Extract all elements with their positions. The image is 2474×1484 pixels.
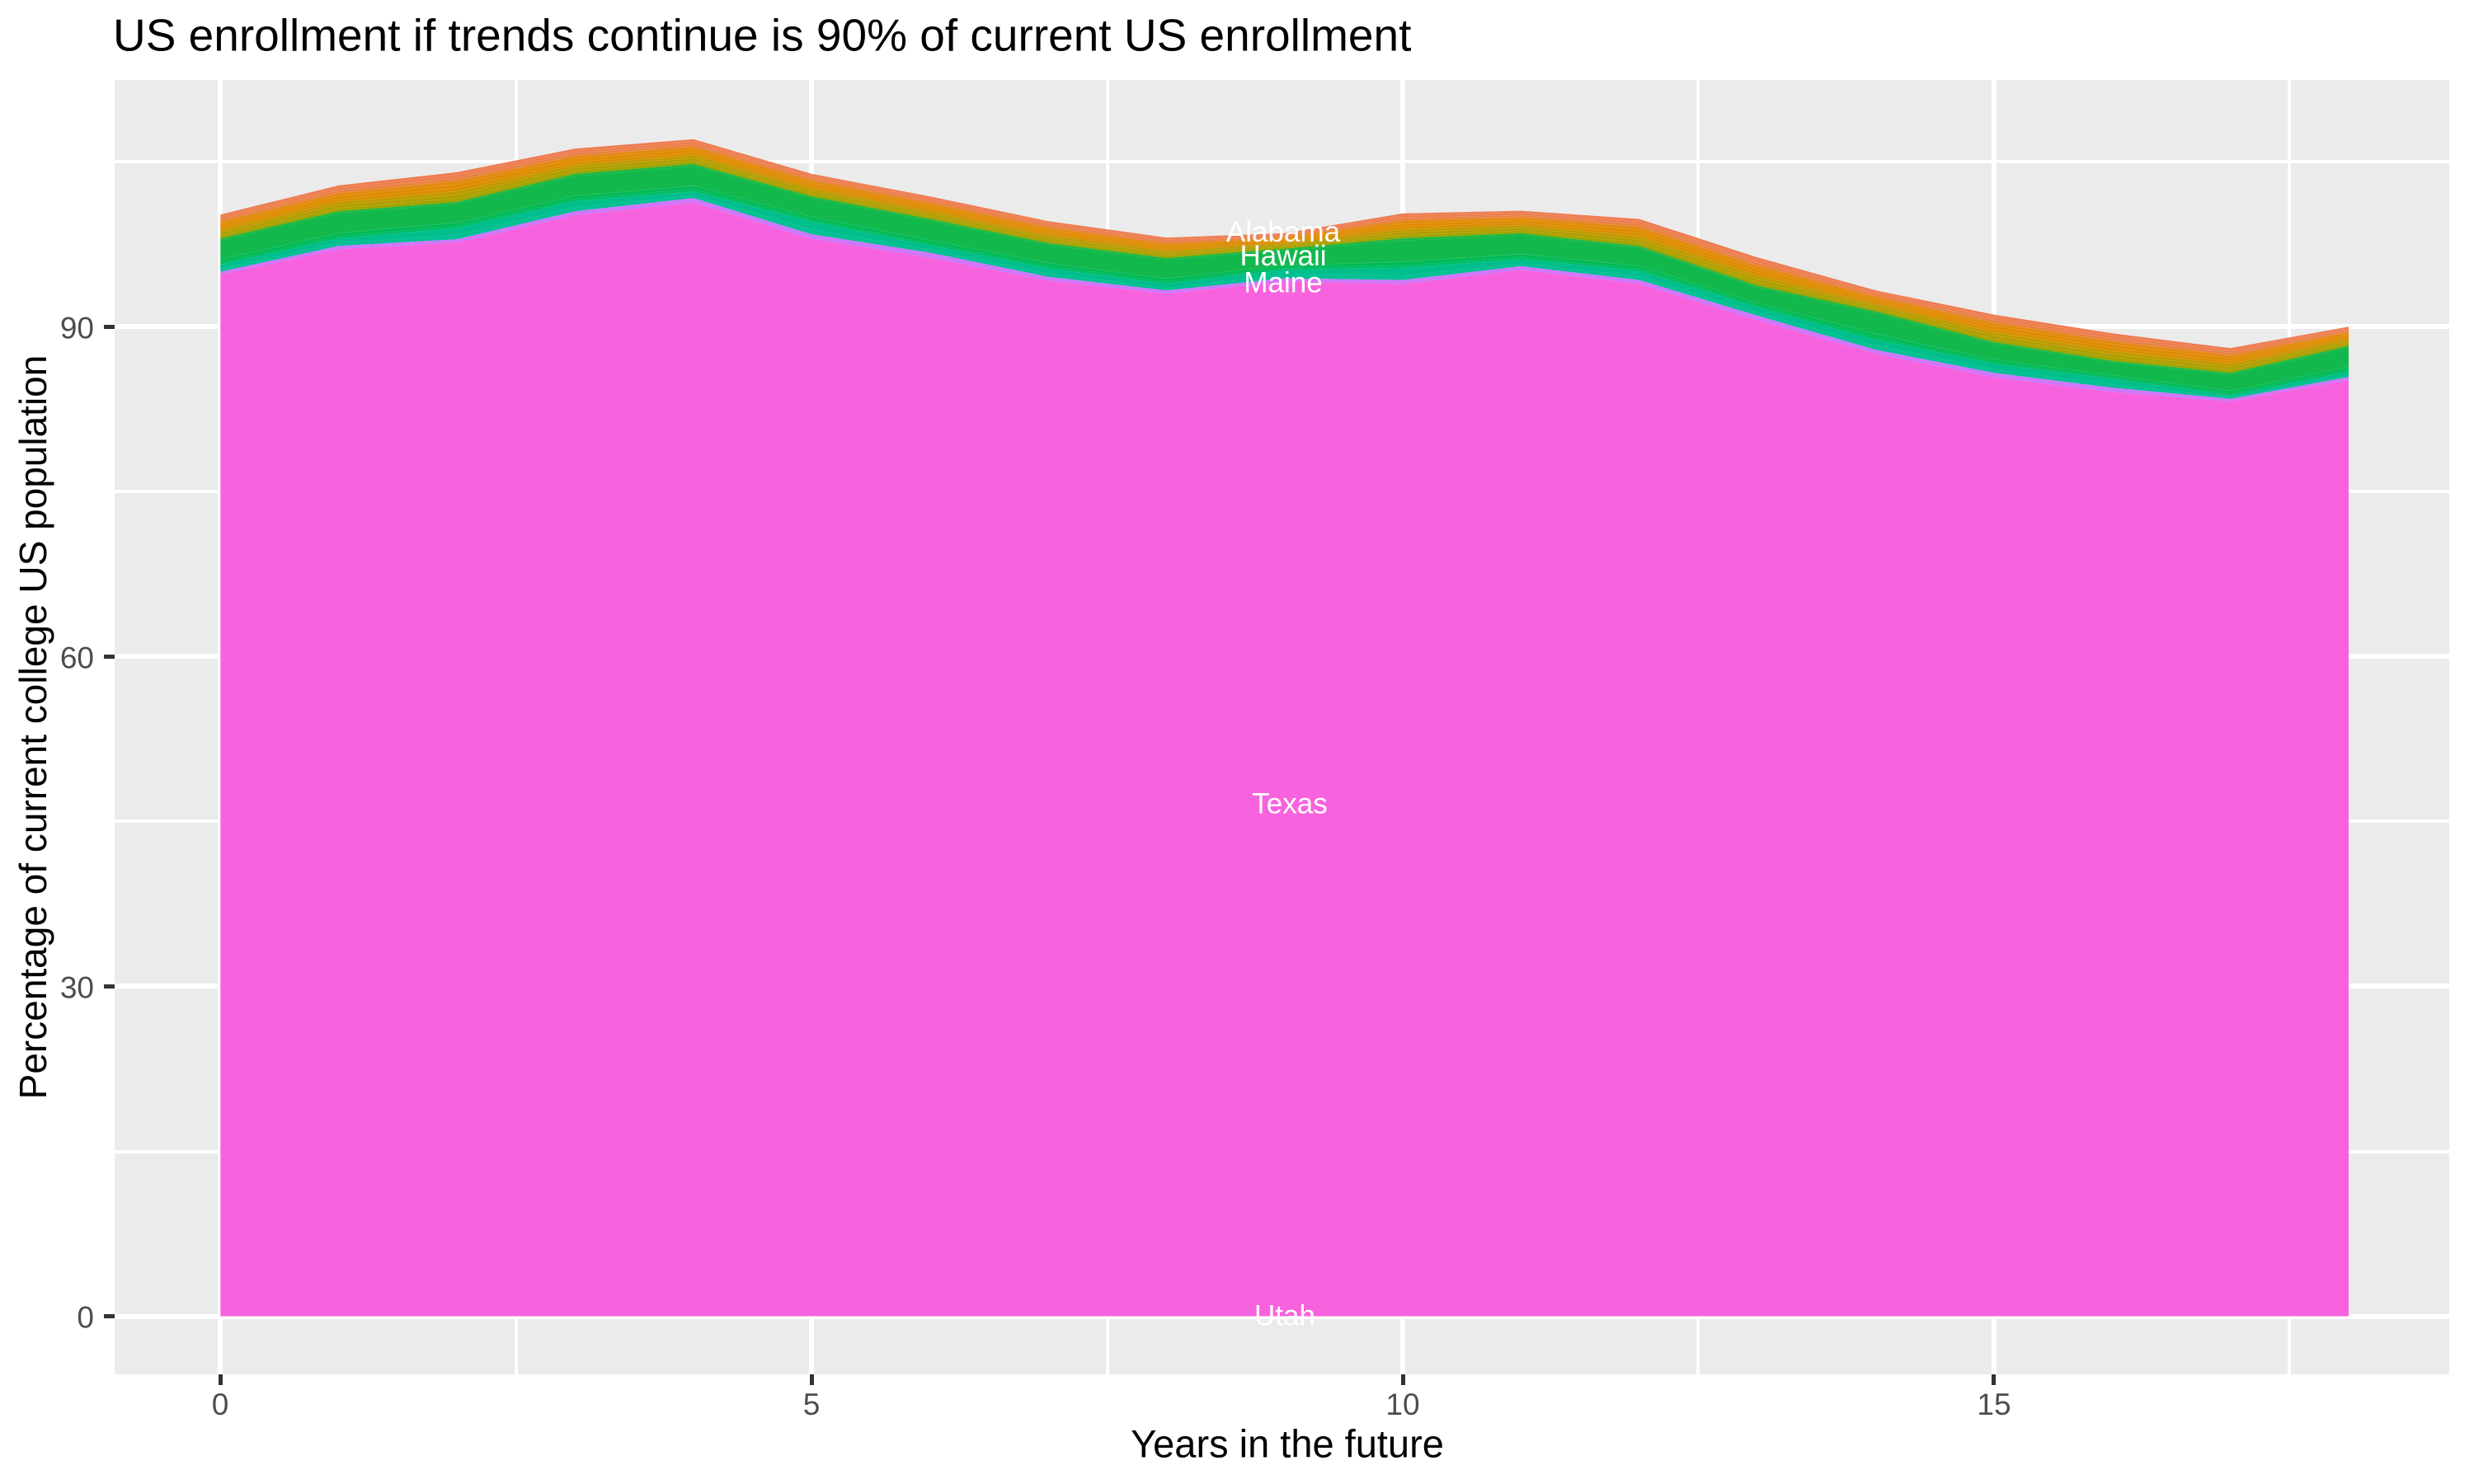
svg-text:Alabama: Alabama [1226,216,1341,248]
svg-text:Texas: Texas [1252,788,1327,820]
svg-text:Years in the future: Years in the future [1131,1422,1444,1466]
svg-text:15: 15 [1977,1388,2011,1421]
svg-text:Maine: Maine [1244,267,1322,299]
svg-text:Percentage of current college: Percentage of current college US populat… [12,355,54,1100]
svg-text:Utah: Utah [1254,1300,1315,1332]
svg-text:10: 10 [1385,1388,1419,1421]
svg-text:0: 0 [212,1388,229,1421]
svg-text:Hawaii: Hawaii [1239,240,1326,272]
svg-text:5: 5 [803,1388,821,1421]
svg-text:US enrollment if trends contin: US enrollment if trends continue is 90% … [113,10,1411,61]
svg-text:30: 30 [60,970,94,1004]
svg-text:90: 90 [60,311,94,345]
svg-text:60: 60 [60,641,94,674]
svg-text:0: 0 [77,1301,94,1335]
